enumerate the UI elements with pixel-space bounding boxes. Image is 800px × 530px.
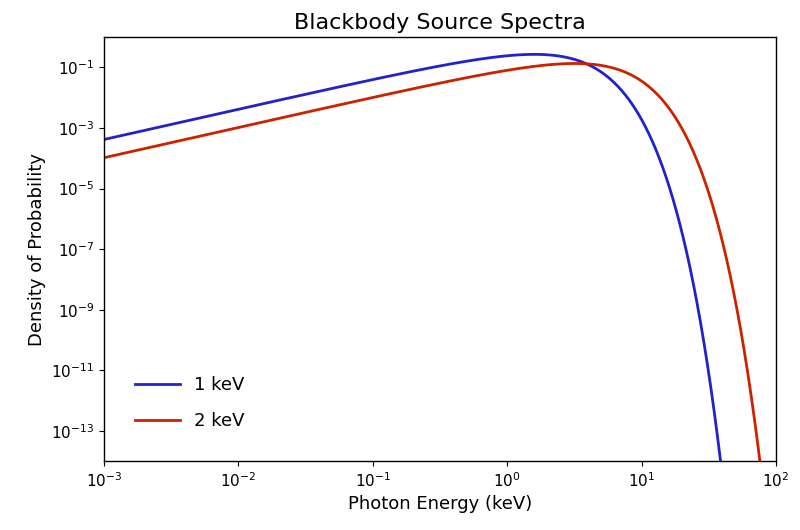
2 keV [231, 125, 241, 131]
2 keV [99, 155, 109, 161]
1 keV [139, 127, 149, 134]
2 keV [428, 82, 438, 88]
2 keV [736, 325, 746, 332]
Line: 2 keV: 2 keV [104, 64, 776, 530]
2 keV [570, 60, 580, 67]
2 keV [102, 154, 112, 160]
X-axis label: Photon Energy (keV): Photon Energy (keV) [348, 495, 532, 513]
Y-axis label: Density of Probability: Density of Probability [27, 153, 46, 346]
2 keV [139, 146, 149, 152]
1 keV [99, 136, 109, 143]
1 keV [127, 130, 137, 136]
Legend: 1 keV, 2 keV: 1 keV, 2 keV [113, 355, 266, 452]
1 keV [428, 64, 438, 70]
Line: 1 keV: 1 keV [104, 55, 739, 530]
Title: Blackbody Source Spectra: Blackbody Source Spectra [294, 13, 586, 33]
2 keV [127, 148, 137, 155]
1 keV [102, 136, 112, 142]
1 keV [231, 107, 241, 113]
